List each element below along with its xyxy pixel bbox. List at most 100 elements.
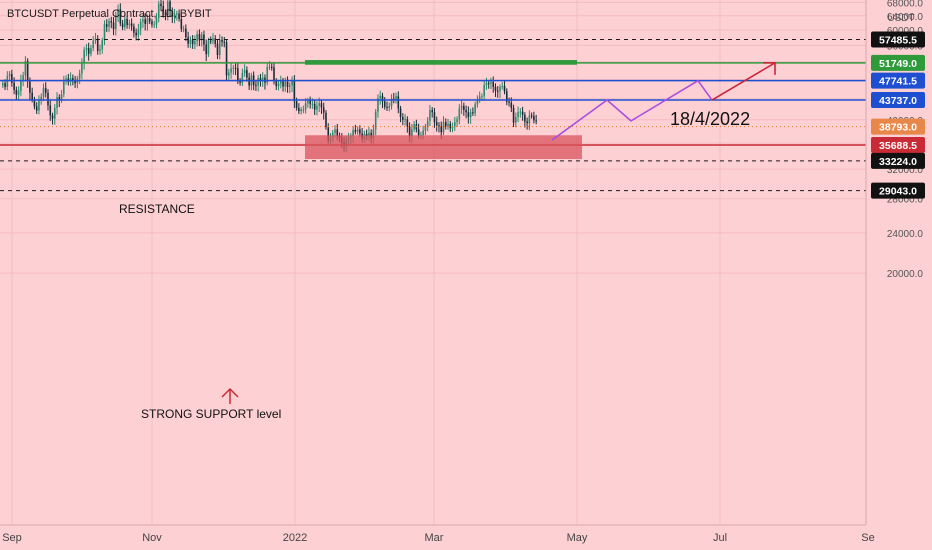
candle[interactable]: [228, 68, 230, 82]
candle[interactable]: [505, 88, 508, 106]
candle[interactable]: [119, 3, 122, 27]
candle[interactable]: [431, 107, 433, 118]
candle[interactable]: [49, 100, 52, 121]
candle[interactable]: [148, 13, 151, 25]
candle[interactable]: [402, 113, 404, 126]
candle[interactable]: [383, 97, 386, 110]
candle[interactable]: [83, 46, 85, 70]
candle[interactable]: [492, 76, 495, 93]
candle[interactable]: [166, 0, 169, 21]
candle[interactable]: [451, 122, 454, 133]
candle[interactable]: [130, 18, 133, 31]
candle[interactable]: [469, 108, 472, 124]
level-badge[interactable]: 33224.0: [871, 152, 925, 169]
level-badge[interactable]: 57485.5: [871, 31, 925, 48]
candle[interactable]: [485, 77, 488, 90]
candle[interactable]: [135, 28, 137, 41]
candle[interactable]: [241, 68, 244, 87]
candle[interactable]: [526, 117, 528, 130]
candle[interactable]: [178, 9, 180, 22]
candle[interactable]: [157, 0, 160, 23]
candle[interactable]: [56, 92, 58, 115]
candle[interactable]: [499, 84, 501, 99]
candle[interactable]: [117, 4, 119, 22]
candle[interactable]: [22, 71, 24, 87]
candle[interactable]: [214, 35, 217, 48]
candle[interactable]: [313, 100, 316, 115]
projection-path-purple[interactable]: [551, 79, 713, 141]
candle[interactable]: [139, 18, 142, 36]
candle[interactable]: [209, 36, 212, 45]
candle[interactable]: [388, 102, 391, 112]
candle[interactable]: [257, 75, 259, 92]
candle[interactable]: [203, 30, 205, 52]
candle[interactable]: [182, 25, 185, 33]
candle[interactable]: [458, 104, 461, 125]
candle[interactable]: [456, 116, 458, 127]
candle[interactable]: [307, 97, 309, 108]
candle[interactable]: [277, 79, 280, 91]
level-badge[interactable]: 51749.0: [871, 54, 925, 71]
candle[interactable]: [63, 75, 65, 98]
candle[interactable]: [171, 7, 174, 23]
candle[interactable]: [442, 116, 445, 135]
candle[interactable]: [230, 63, 232, 79]
resistance-bar[interactable]: [305, 60, 577, 65]
candle[interactable]: [429, 104, 431, 126]
candle[interactable]: [424, 123, 427, 135]
candle[interactable]: [232, 64, 235, 75]
candle[interactable]: [533, 111, 535, 124]
candle[interactable]: [216, 39, 219, 60]
candle[interactable]: [133, 23, 135, 38]
candle[interactable]: [87, 42, 90, 61]
candle[interactable]: [17, 86, 20, 100]
candle[interactable]: [508, 97, 510, 107]
candle[interactable]: [187, 31, 189, 48]
candle[interactable]: [99, 44, 101, 56]
candle[interactable]: [300, 106, 302, 115]
candle[interactable]: [126, 16, 128, 29]
candle[interactable]: [465, 105, 467, 119]
candle[interactable]: [255, 79, 257, 91]
candle[interactable]: [105, 19, 108, 32]
candle[interactable]: [96, 35, 99, 55]
candle[interactable]: [51, 112, 54, 125]
candle[interactable]: [24, 56, 27, 82]
candle[interactable]: [426, 117, 429, 132]
candle[interactable]: [483, 80, 485, 101]
candle[interactable]: [404, 114, 406, 126]
candle[interactable]: [90, 44, 92, 57]
candle[interactable]: [173, 8, 176, 24]
candle[interactable]: [406, 116, 409, 133]
candle[interactable]: [496, 85, 499, 98]
candle[interactable]: [164, 9, 167, 21]
candle[interactable]: [435, 116, 438, 132]
candle[interactable]: [92, 36, 94, 52]
candle[interactable]: [386, 101, 388, 111]
candle[interactable]: [399, 105, 402, 123]
candle[interactable]: [322, 102, 325, 120]
candle[interactable]: [108, 18, 110, 33]
candle[interactable]: [478, 91, 481, 103]
candle[interactable]: [85, 43, 88, 57]
candle[interactable]: [94, 32, 97, 45]
candle[interactable]: [20, 74, 22, 97]
candle[interactable]: [460, 100, 463, 114]
candle[interactable]: [467, 106, 470, 124]
candle[interactable]: [137, 23, 140, 41]
candle[interactable]: [454, 116, 456, 131]
candle[interactable]: [146, 14, 149, 31]
candle[interactable]: [517, 106, 519, 123]
candle[interactable]: [286, 76, 289, 93]
candle[interactable]: [476, 95, 479, 108]
candle[interactable]: [395, 92, 397, 104]
candle[interactable]: [250, 72, 253, 91]
candle[interactable]: [110, 16, 113, 29]
projection-path-red[interactable]: [711, 62, 776, 101]
candle[interactable]: [196, 30, 198, 47]
candle[interactable]: [212, 32, 214, 45]
candle[interactable]: [2, 80, 4, 89]
candle[interactable]: [153, 20, 156, 28]
candle[interactable]: [151, 18, 153, 28]
candle[interactable]: [234, 63, 237, 76]
